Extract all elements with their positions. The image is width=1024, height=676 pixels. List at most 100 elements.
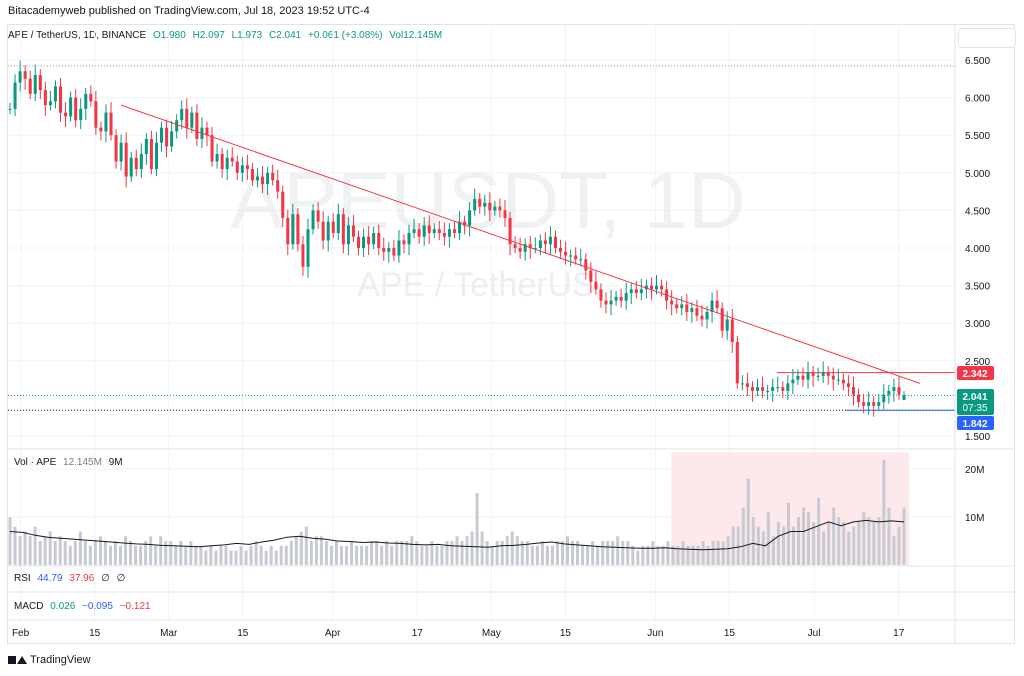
volume-bar [586,545,590,565]
volume-bar [545,545,549,565]
candle-body [109,112,113,136]
price-tick-label: 6.000 [965,94,990,105]
volume-bar [756,526,760,565]
candle [397,229,401,263]
candle-body [205,127,209,136]
time-axis[interactable]: Feb 15 Mar 15 Apr 17 May 15 Jun 15 Jul 17 [12,628,905,639]
volume-bar [581,545,585,565]
symbol-pair[interactable]: APE / TetherUS, 1D, BINANCE [8,30,147,41]
candle [801,367,805,387]
volume-bar [621,541,625,565]
candle [634,281,638,299]
volume-bar [596,545,600,565]
volume-bar [882,459,886,565]
volume-bar [405,541,409,565]
volume-bar [746,478,750,565]
volume-bar [530,545,534,565]
candle-body [306,229,310,267]
candle-body [670,300,674,305]
footer-brand[interactable]: TradingView [8,654,91,666]
volume-bar [651,541,655,565]
candle-body [351,225,355,237]
volume-bar [294,536,298,565]
volume-bar [450,541,454,565]
candle-body [79,108,83,121]
candle-body [498,206,502,211]
volume-bar [264,550,268,565]
candle [109,102,113,141]
candle-body [483,202,487,207]
volume-bar [510,531,514,565]
volume-bar [791,526,796,565]
volume-bar [555,541,559,565]
watermark-main: APEUSDT, 1D [230,156,746,245]
trendline[interactable] [120,104,921,384]
grid-lines [8,24,955,620]
volume-bar [751,517,755,565]
candle [53,80,57,109]
candle-body [493,206,497,211]
candle [412,218,416,239]
candle-body [139,154,143,170]
volume-bar [259,545,263,565]
volume-bar [380,545,384,565]
candle-body [346,225,350,245]
candle [761,376,765,399]
candle-body [149,138,153,170]
candle [185,98,189,139]
candle [553,230,558,254]
volume-bar [334,541,338,565]
time-tick-label: May [482,628,501,639]
volume-ma-value: 9M [108,457,123,468]
candle-body [851,387,856,395]
candle [680,296,684,316]
time-tick-label: Apr [325,628,341,639]
candle-body [589,270,593,282]
candle [23,65,27,90]
volume-bar [289,541,293,565]
chart-settings-box[interactable] [958,28,1016,48]
candle [165,119,169,158]
candle [503,199,507,227]
candle [468,202,472,237]
candle-body [538,240,542,248]
volume-bar [832,507,836,565]
candle [776,376,780,393]
candle-body [756,387,760,391]
volume-bar [470,531,474,565]
candle-body [43,90,47,106]
candle [18,60,22,92]
candle-body [170,131,174,147]
candle-body [69,97,73,117]
candle [559,239,563,259]
candle [690,302,694,323]
candle-body [786,383,790,391]
candle [826,366,830,385]
candle [99,121,103,141]
price-axis[interactable]: 6.500 6.000 5.500 5.000 4.500 4.000 3.500 3.000… [965,56,990,443]
volume-bar [339,545,343,565]
candle [538,234,542,256]
candle-body [427,225,431,233]
ohlc-open: O1.980 [152,30,186,41]
candle [821,361,825,383]
volume-bar [360,545,364,565]
candle-body [296,214,300,245]
candle [846,375,850,397]
candle-body [796,375,800,380]
volume-bar [113,541,117,565]
candle-body [458,221,462,233]
volume-bar [611,541,615,565]
candle-body [614,296,618,301]
volume-bar [842,521,846,565]
volume-bar [430,541,434,565]
volume-bar [324,541,328,565]
volume-bar [807,512,811,565]
candle [271,164,275,186]
macd-pane-label: MACD 0.026 −0.095 −0.121 [14,601,155,612]
volume-bar [736,526,740,565]
candle [235,155,239,180]
candle [518,237,522,259]
candle [33,64,37,101]
